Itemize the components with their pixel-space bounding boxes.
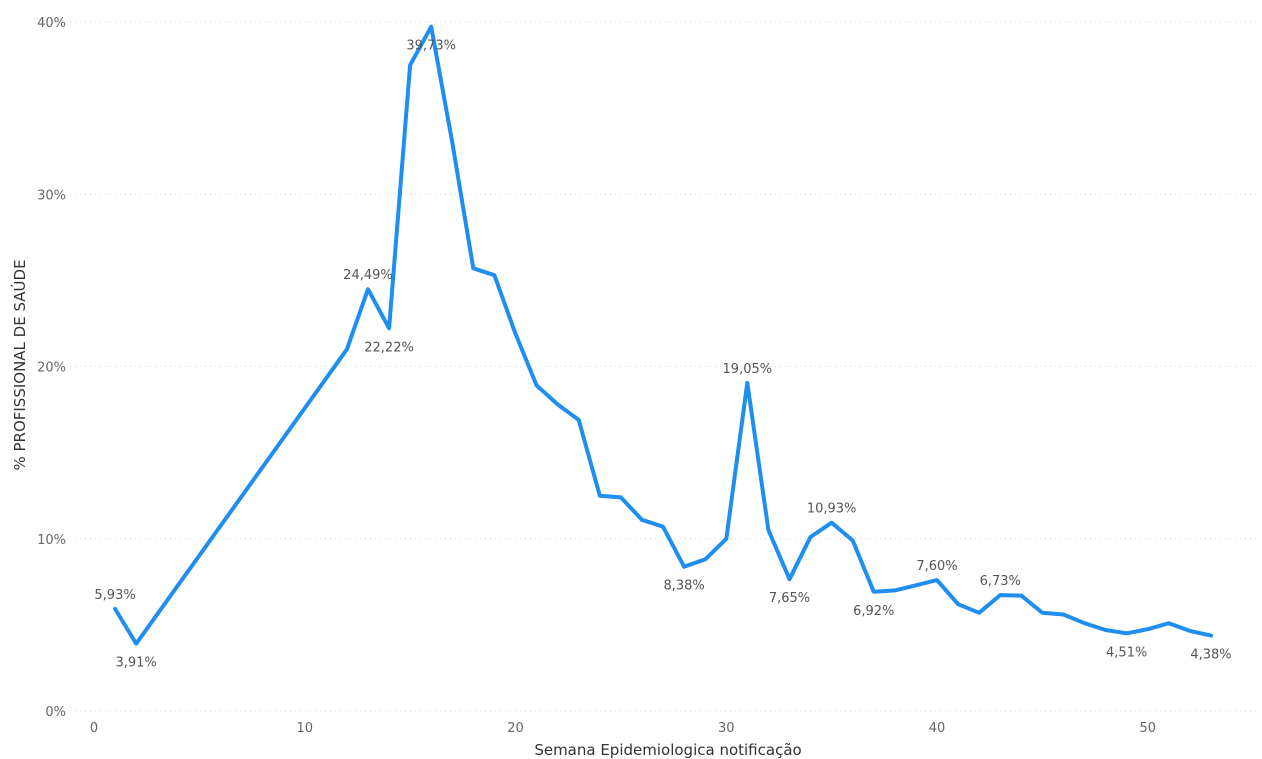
data-label: 24,49% <box>343 268 393 283</box>
data-label: 3,91% <box>115 656 156 671</box>
series-line-0 <box>113 24 1213 646</box>
data-label: 5,93% <box>94 588 135 603</box>
x-tick-label: 0 <box>90 721 98 736</box>
x-axis-title: Semana Epidemiologica notificação <box>534 741 801 759</box>
x-tick-label: 40 <box>929 721 946 736</box>
x-tick-label: 50 <box>1139 721 1156 736</box>
y-tick-label: 20% <box>37 361 66 376</box>
data-label: 22,22% <box>364 340 414 355</box>
data-label: 39,73% <box>406 39 456 54</box>
x-axis-ticks: 0 10 20 30 40 50 <box>90 721 1156 736</box>
y-axis-title: % PROFISSIONAL DE SAÚDE <box>10 259 29 470</box>
series-layer <box>113 24 1213 646</box>
data-labels: 5,93% 3,91% 24,49% 22,22% 39,73% 8,38% 19,05% 7… <box>94 39 1231 671</box>
data-label: 6,73% <box>980 574 1021 589</box>
data-label: 10,93% <box>807 502 857 517</box>
data-label: 4,51% <box>1106 645 1147 660</box>
data-label: 7,60% <box>916 559 957 574</box>
x-tick-label: 20 <box>507 721 524 736</box>
x-tick-label: 30 <box>718 721 735 736</box>
data-label: 8,38% <box>663 579 704 594</box>
gridlines <box>70 21 1257 712</box>
data-label: 6,92% <box>853 604 894 619</box>
y-axis-ticks: 0% 10% 20% 30% 40% <box>37 16 66 720</box>
y-tick-label: 30% <box>37 188 66 203</box>
y-tick-label: 10% <box>37 533 66 548</box>
data-label: 19,05% <box>723 362 773 377</box>
data-label: 4,38% <box>1190 648 1231 663</box>
data-label: 7,65% <box>769 591 810 606</box>
y-tick-label: 40% <box>37 16 66 31</box>
y-tick-label: 0% <box>45 705 66 720</box>
x-tick-label: 10 <box>296 721 313 736</box>
